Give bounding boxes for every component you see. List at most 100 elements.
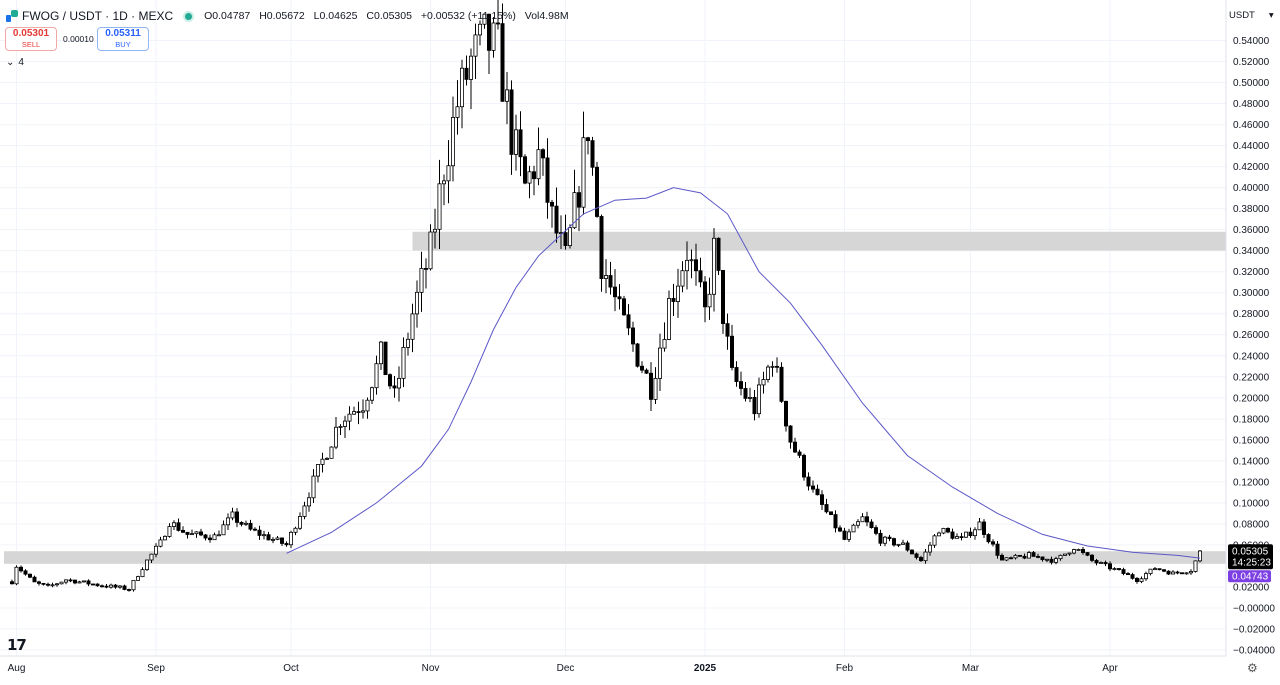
- candle-up: [360, 410, 365, 413]
- candle-up: [1171, 571, 1176, 575]
- candle-down: [806, 476, 811, 487]
- time-scale: Aug Sep Oct Nov Dec 2025 Feb Mar Apr: [8, 663, 1119, 674]
- candle-down: [829, 511, 834, 515]
- candle-up: [482, 13, 487, 25]
- candle-down: [127, 589, 132, 591]
- candle-up: [856, 521, 861, 526]
- candle-up: [1184, 572, 1189, 575]
- gear-icon[interactable]: ⚙: [1247, 661, 1258, 675]
- candle-up: [306, 497, 311, 507]
- candle-down: [919, 557, 924, 562]
- candle-down: [563, 232, 568, 247]
- currency-selector[interactable]: USDT ▾: [1229, 10, 1274, 21]
- candle-up: [77, 581, 82, 584]
- candle-down: [959, 536, 964, 538]
- candle-up: [941, 527, 946, 534]
- candle-down: [986, 534, 991, 543]
- candle-down: [284, 543, 289, 546]
- candle-up: [1027, 552, 1032, 559]
- candle-down: [86, 580, 91, 585]
- candle-down: [743, 388, 748, 399]
- candle-down: [635, 343, 640, 367]
- candle-up: [212, 534, 217, 541]
- high-value: 0.05672: [266, 10, 305, 22]
- candle-down: [1117, 568, 1122, 570]
- mexc-logo-icon: [6, 10, 18, 22]
- buy-button[interactable]: 0.05311 BUY: [97, 27, 149, 51]
- candle-down: [1000, 554, 1005, 561]
- candle-down: [356, 411, 361, 414]
- candle-up: [230, 511, 235, 519]
- candle-down: [27, 573, 32, 578]
- last-price-label: 0.05305: [1232, 547, 1269, 558]
- candle-up: [572, 192, 577, 229]
- candle-down: [180, 530, 185, 533]
- candle-up: [653, 377, 658, 400]
- candle-up: [847, 531, 852, 540]
- candle-down: [500, 23, 505, 102]
- candle-up: [468, 55, 473, 80]
- candle-down: [991, 541, 996, 545]
- time-tick-label: Aug: [8, 663, 26, 674]
- price-tick-label: 0.54000: [1233, 36, 1270, 47]
- candle-up: [162, 535, 167, 541]
- price-tick-label: 0.30000: [1233, 288, 1270, 299]
- candle-up: [676, 285, 681, 302]
- candle-up: [901, 542, 906, 545]
- candle-up: [1189, 571, 1194, 574]
- candle-down: [252, 528, 257, 531]
- candle-up: [1058, 554, 1063, 560]
- candle-up: [50, 584, 55, 587]
- price-tick-label: −0.02000: [1233, 624, 1275, 635]
- candle-up: [14, 566, 19, 585]
- candle-down: [41, 582, 46, 585]
- tradingview-logo-icon[interactable]: 17: [7, 636, 27, 654]
- candle-down: [865, 516, 870, 523]
- candle-up: [131, 579, 136, 591]
- sell-button[interactable]: 0.05301 SELL: [5, 27, 57, 51]
- candle-down: [599, 216, 604, 279]
- candle-up: [144, 559, 149, 571]
- candle-up: [757, 384, 762, 415]
- candle-down: [878, 532, 883, 544]
- candle-down: [721, 270, 726, 324]
- candle-down: [1031, 552, 1036, 557]
- candle-down: [914, 553, 919, 558]
- buy-price: 0.05311: [105, 28, 141, 40]
- candle-down: [613, 286, 618, 298]
- candle-up: [320, 458, 325, 465]
- candle-down: [509, 89, 514, 155]
- market-status-icon[interactable]: [185, 12, 193, 20]
- price-tick-label: 0.18000: [1233, 414, 1270, 425]
- symbol-title[interactable]: FWOG / USDT · 1D · MEXC: [22, 9, 174, 23]
- symbol-legend: FWOG / USDT · 1D · MEXC O0.04787 H0.0567…: [6, 9, 569, 23]
- candle-up: [1139, 578, 1144, 582]
- price-tick-label: −0.00000: [1233, 603, 1275, 614]
- candle-down: [694, 259, 699, 272]
- candle-up: [225, 517, 230, 526]
- candle-up: [712, 237, 717, 295]
- candle-up: [347, 413, 352, 422]
- candle-down: [104, 585, 109, 588]
- candle-up: [604, 275, 609, 279]
- candle-down: [198, 531, 203, 536]
- candle-up: [761, 379, 766, 386]
- candle-down: [554, 205, 559, 234]
- time-tick-label: Feb: [836, 663, 854, 674]
- candle-down: [1036, 556, 1041, 558]
- candle-up: [1198, 550, 1203, 562]
- indicators-toggle[interactable]: ⌄ 4: [6, 57, 24, 68]
- candle-up: [707, 293, 712, 308]
- candle-up: [297, 516, 302, 529]
- candle-down: [644, 369, 649, 374]
- candle-down: [23, 570, 28, 575]
- candle-down: [739, 381, 744, 389]
- candle-down: [590, 140, 595, 168]
- candle-down: [122, 585, 127, 590]
- candle-down: [46, 583, 51, 586]
- time-tick-label: Nov: [422, 663, 440, 674]
- candle-up: [977, 521, 982, 531]
- candle-down: [608, 275, 613, 288]
